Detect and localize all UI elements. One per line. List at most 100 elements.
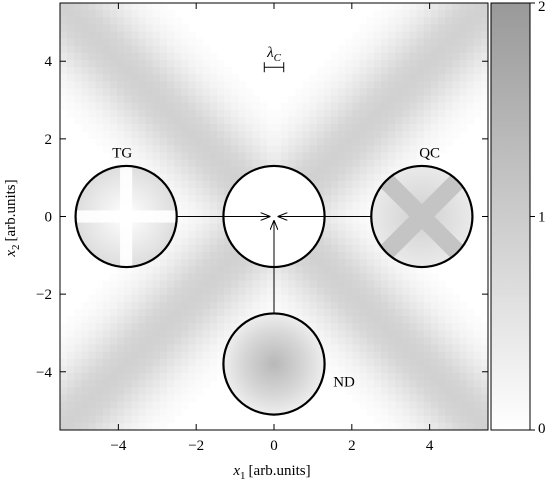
- heatmap-cell: [181, 323, 189, 331]
- heatmap-cell: [452, 351, 461, 360]
- heatmap-cell: [195, 95, 204, 104]
- heatmap-cell: [366, 116, 375, 125]
- heatmap-cell: [373, 373, 382, 381]
- heatmap-cell: [159, 344, 168, 353]
- heatmap-cell: [480, 344, 488, 353]
- heatmap-cell: [416, 380, 425, 388]
- circle-qc: QC: [370, 145, 474, 269]
- heatmap-cell: [466, 102, 475, 111]
- heatmap-cell: [224, 309, 232, 317]
- heatmap-cell: [359, 145, 368, 154]
- heatmap-cell: [145, 380, 154, 388]
- heatmap-cell: [138, 81, 147, 89]
- heatmap-cell: [145, 373, 154, 381]
- heatmap-cell: [373, 123, 382, 132]
- heatmap-cell: [159, 280, 168, 289]
- heatmap-cell: [466, 59, 475, 68]
- heatmap-cell: [395, 59, 403, 68]
- heatmap-cell: [359, 81, 368, 89]
- heatmap-cell: [466, 365, 475, 374]
- heatmap-cell: [138, 102, 147, 111]
- heatmap-cell: [167, 337, 175, 346]
- heatmap-cell: [416, 401, 425, 410]
- heatmap-cell: [238, 88, 247, 97]
- heatmap-cell: [402, 316, 411, 324]
- heatmap-cell: [117, 408, 125, 417]
- heatmap-cell: [195, 159, 204, 168]
- heatmap-cell: [131, 394, 140, 403]
- heatmap-cell: [466, 52, 475, 61]
- heatmap-cell: [188, 95, 197, 104]
- heatmap-cell: [430, 138, 439, 146]
- heatmap-cell: [316, 95, 325, 104]
- heatmap-cell: [181, 145, 189, 154]
- heatmap-cell: [181, 59, 189, 68]
- heatmap-cell: [74, 24, 82, 33]
- heatmap-cell: [181, 301, 189, 310]
- heatmap-cell: [145, 74, 154, 82]
- heatmap-cell: [409, 323, 418, 331]
- heatmap-cell: [395, 159, 403, 168]
- heatmap-cell: [209, 188, 218, 196]
- heatmap-cell: [388, 24, 396, 33]
- heatmap-cell: [109, 365, 118, 374]
- heatmap-cell: [195, 52, 204, 61]
- heatmap-cell: [430, 88, 439, 97]
- heatmap-cell: [131, 38, 140, 47]
- heatmap-cell: [323, 131, 332, 139]
- heatmap-cell: [152, 67, 161, 75]
- heatmap-cell: [438, 45, 446, 54]
- heatmap-cell: [231, 138, 239, 146]
- heatmap-cell: [195, 358, 204, 367]
- heatmap-cell: [338, 259, 346, 267]
- heatmap-cell: [188, 88, 197, 97]
- heatmap-cell: [331, 67, 339, 75]
- heatmap-cell: [381, 323, 389, 331]
- heatmap-cell: [388, 309, 396, 317]
- heatmap-cell: [352, 138, 361, 146]
- heatmap-cell: [395, 415, 403, 424]
- heatmap-cell: [152, 301, 161, 310]
- heatmap-cell: [331, 152, 339, 161]
- heatmap-cell: [445, 102, 453, 111]
- heatmap-cell: [88, 373, 97, 381]
- heatmap-cell: [345, 173, 354, 182]
- heatmap-cell: [338, 344, 346, 353]
- heatmap-cell: [359, 59, 368, 68]
- heatmap-cell: [416, 45, 425, 54]
- heatmap-cell: [67, 323, 75, 331]
- heatmap-cell: [152, 81, 161, 89]
- heatmap-cell: [60, 422, 68, 430]
- heatmap-cell: [102, 316, 111, 324]
- heatmap-cell: [188, 123, 197, 132]
- heatmap-cell: [159, 394, 168, 403]
- heatmap-cell: [331, 244, 339, 253]
- heatmap-cell: [288, 159, 296, 168]
- heatmap-cell: [366, 252, 375, 260]
- heatmap-cell: [259, 280, 268, 289]
- heatmap-cell: [323, 358, 332, 367]
- heatmap-cell: [466, 309, 475, 317]
- heatmap-cell: [473, 351, 482, 360]
- heatmap-cell: [266, 294, 275, 303]
- heatmap-cell: [331, 301, 339, 310]
- heatmap-cell: [209, 244, 218, 253]
- heatmap-cell: [423, 351, 432, 360]
- heatmap-cell: [430, 74, 439, 82]
- heatmap-cell: [109, 138, 118, 146]
- heatmap-cell: [388, 116, 396, 125]
- heatmap-cell: [452, 365, 461, 374]
- heatmap-cell: [338, 230, 346, 239]
- heatmap-cell: [145, 123, 154, 132]
- heatmap-cell: [409, 373, 418, 381]
- heatmap-cell: [181, 244, 189, 253]
- heatmap-cell: [174, 88, 182, 97]
- heatmap-cell: [131, 17, 140, 25]
- heatmap-cell: [388, 415, 396, 424]
- heatmap-cell: [216, 223, 225, 232]
- heatmap-cell: [352, 195, 361, 203]
- heatmap-cell: [124, 138, 132, 146]
- heatmap-cell: [366, 351, 375, 360]
- heatmap-cell: [60, 74, 68, 82]
- heatmap-cell: [95, 24, 104, 33]
